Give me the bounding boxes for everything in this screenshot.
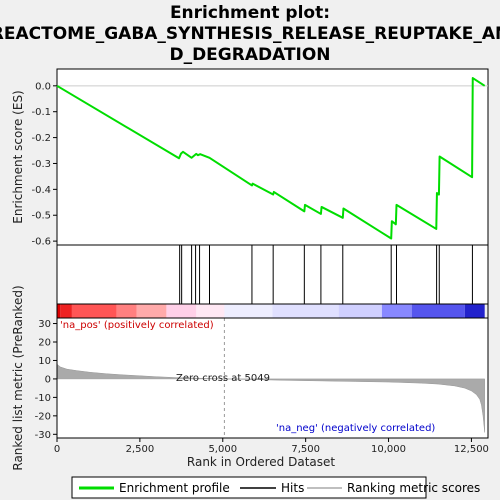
legend-label-enrichment: Enrichment profile (119, 481, 230, 495)
hit-marks (179, 245, 473, 304)
rank-color-segment (338, 304, 382, 318)
metric-tick-label: -20 (35, 411, 51, 422)
enrichment-profile-line (56, 77, 486, 240)
metric-tick-label: 30 (38, 319, 51, 330)
metric-y-axis-label: Ranked list metric (PreRanked) (11, 285, 25, 470)
title-line-2: REACTOME_GABA_SYNTHESIS_RELEASE_REUPTAKE… (0, 24, 500, 44)
es-y-axis-ticks: 0.0 -0.1 -0.2 -0.3 -0.4 -0.5 -0.6 (31, 81, 57, 248)
rank-color-segment (60, 304, 72, 318)
legend-label-hits: Hits (281, 481, 304, 495)
rank-color-segment (196, 304, 225, 318)
rank-color-segment (411, 304, 465, 318)
metric-plot-frame (56, 317, 489, 439)
x-tick-label: 5,000 (208, 444, 237, 455)
zero-cross-label: Zero cross at 5049 (176, 373, 270, 384)
rank-color-segment (71, 304, 117, 318)
es-plot-area (56, 68, 489, 246)
ranking-metric-area (56, 363, 485, 433)
rank-color-segment (116, 304, 137, 318)
rank-color-segment (381, 304, 412, 318)
rank-color-segment (166, 304, 197, 318)
rank-color-segment (272, 304, 339, 318)
x-axis-ticks: 0 2,500 5,000 7,500 10,000 12,500 (54, 438, 489, 455)
pos-correlated-label: 'na_pos' (positively correlated) (60, 320, 214, 331)
es-tick-label: 0.0 (35, 81, 51, 92)
es-tick-label: -0.2 (31, 133, 51, 144)
chart-title: Enrichment plot: REACTOME_GABA_SYNTHESIS… (0, 3, 500, 65)
x-axis-label: Rank in Ordered Dataset (187, 455, 335, 469)
hits-panel (56, 244, 489, 305)
metric-tick-label: 20 (38, 338, 51, 349)
title-line-3: D_DEGRADATION (169, 45, 330, 65)
title-line-1: Enrichment plot: (170, 3, 330, 23)
rank-color-segment (136, 304, 167, 318)
metric-tick-label: 10 (38, 356, 51, 367)
x-tick-label: 2,500 (126, 444, 155, 455)
neg-correlated-label: 'na_neg' (negatively correlated) (276, 423, 435, 434)
legend: Enrichment profile Hits Ranking metric s… (71, 476, 480, 499)
legend-label-metric: Ranking metric scores (347, 481, 480, 495)
es-tick-label: -0.6 (31, 237, 51, 248)
metric-tick-label: -30 (35, 430, 51, 441)
es-curve-group (56, 77, 486, 240)
rank-color-bar (56, 303, 489, 319)
es-tick-label: -0.5 (31, 211, 51, 222)
rank-color-segment (224, 304, 273, 318)
rank-color-segment (57, 304, 61, 318)
metric-y-axis-ticks: 30 20 10 0 -10 -20 -30 (35, 319, 57, 441)
metric-tick-label: -10 (35, 393, 51, 404)
x-tick-label: 7,500 (291, 444, 320, 455)
es-tick-label: -0.1 (31, 107, 51, 118)
es-tick-label: -0.4 (31, 185, 51, 196)
x-tick-label: 12,500 (454, 444, 489, 455)
metric-area (56, 363, 485, 433)
rank-color-segment (464, 304, 485, 318)
es-tick-label: -0.3 (31, 159, 51, 170)
es-y-axis-label: Enrichment score (ES) (11, 90, 25, 223)
x-tick-label: 0 (54, 444, 60, 455)
hits-plot-area (56, 244, 489, 305)
es-panel: 0.0 -0.1 -0.2 -0.3 -0.4 -0.5 -0.6 Enrichment s… (11, 68, 489, 248)
metric-panel: 30 20 10 0 -10 -20 -30 0 2,500 5,000 7,500 10,000 1… (11, 285, 489, 470)
x-tick-label: 10,000 (371, 444, 406, 455)
metric-tick-label: 0 (45, 374, 51, 385)
